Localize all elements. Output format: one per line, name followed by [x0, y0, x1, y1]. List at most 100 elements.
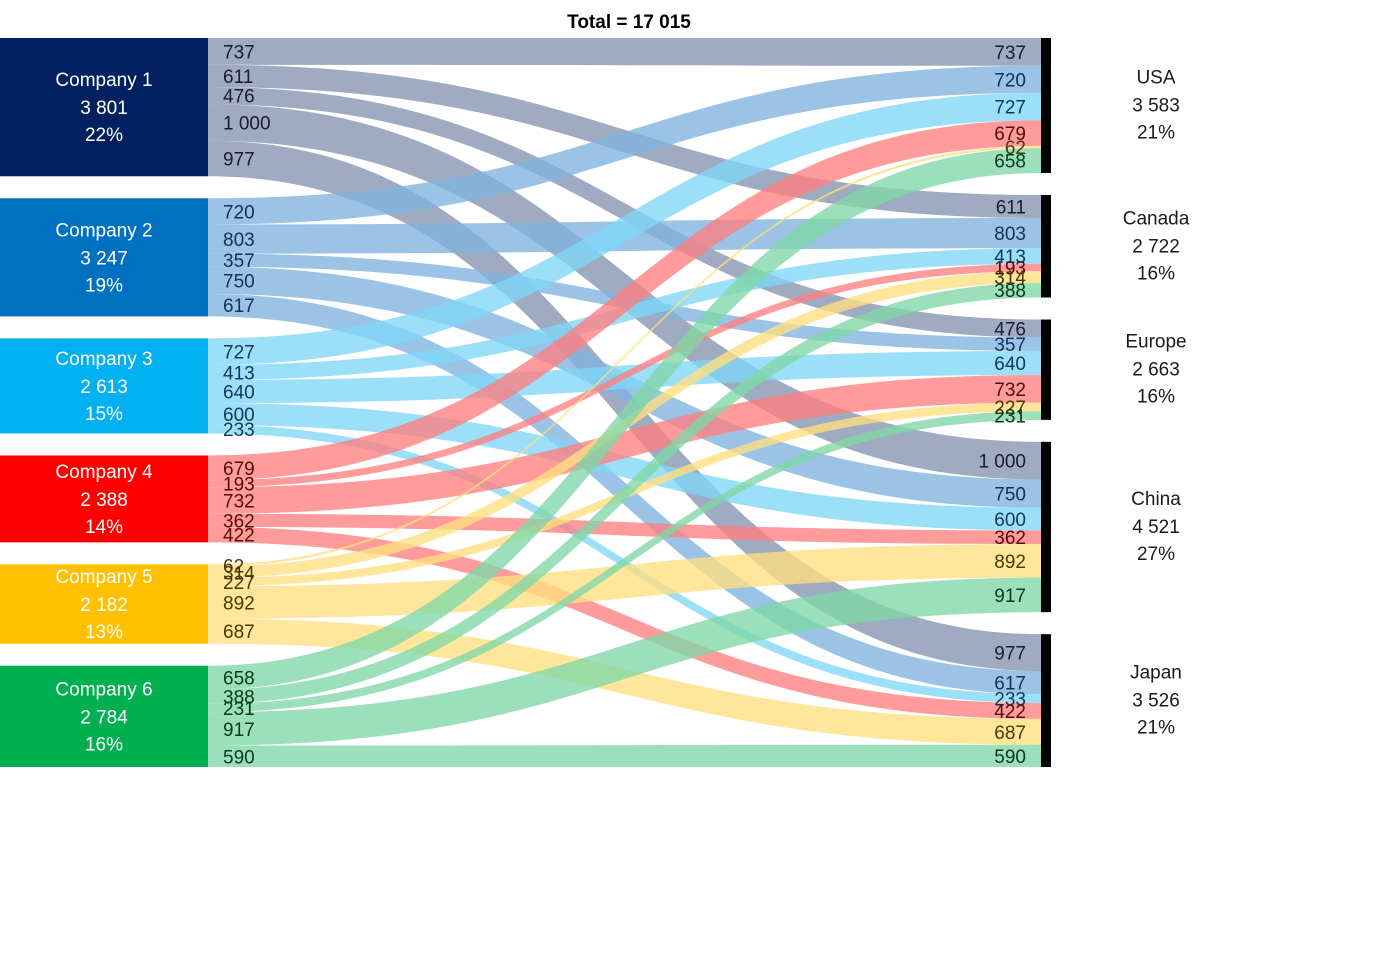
target-total: 3 583: [1132, 95, 1180, 116]
flow-value-label-left: 732: [223, 492, 255, 513]
flow-link-5-4: [208, 544, 1041, 619]
flow-value-label-left: 476: [223, 87, 255, 108]
flow-value-label-right: 977: [994, 644, 1026, 665]
flow-value-label-right: 658: [994, 152, 1026, 173]
target-nodes: USA 3 583 21% Canada 2 722 16% Europe 2 663 16% C…: [1041, 38, 1190, 767]
flow-value-label-right: 422: [994, 702, 1026, 723]
flow-value-label-left: 917: [223, 720, 255, 741]
flow-value-label-left: 193: [223, 475, 255, 496]
flow-value-label-left: 892: [223, 594, 255, 615]
flow-value-label-right: 62: [1005, 138, 1026, 159]
target-bar-4: [1041, 441, 1051, 613]
flow-value-label-left: 617: [223, 296, 255, 317]
flow-value-label-right: 687: [994, 723, 1026, 744]
flow-link-4-3: [208, 375, 1041, 514]
source-name: Company 2: [55, 220, 152, 241]
source-total: 3 247: [80, 248, 128, 269]
flow-value-label-right: 727: [994, 98, 1026, 119]
source-name: Company 4: [55, 462, 153, 483]
flow-value-label-right: 737: [994, 43, 1026, 64]
flow-value-label-right: 892: [994, 552, 1026, 573]
flow-link-4-5: [208, 526, 1041, 719]
flow-value-label-right: 917: [994, 586, 1026, 607]
flow-value-label-right: 476: [994, 319, 1026, 340]
flow-value-label-right: 720: [994, 70, 1026, 91]
flow-value-label-left: 679: [223, 459, 255, 480]
flow-value-label-right: 388: [994, 281, 1026, 302]
source-nodes: Company 1 3 801 22% Company 2 3 247 19% Compan…: [0, 38, 208, 767]
flow-value-label-left: 590: [223, 747, 255, 768]
source-node-2: [0, 198, 208, 317]
flow-value-label-right: 193: [994, 258, 1026, 279]
source-name: Company 5: [55, 567, 152, 588]
source-percent: 15%: [85, 404, 123, 425]
target-bar-5: [1041, 634, 1051, 767]
target-percent: 16%: [1137, 263, 1175, 284]
source-node-5: [0, 564, 208, 644]
flow-value-label-right: 362: [994, 528, 1026, 549]
flow-value-label-left: 803: [223, 230, 255, 251]
source-percent: 14%: [85, 517, 123, 538]
flow-value-label-left: 687: [223, 622, 255, 643]
flow-value-label-left: 357: [223, 251, 255, 272]
source-percent: 22%: [85, 125, 123, 146]
flow-link-6-5: [208, 744, 1041, 767]
flow-value-label-left: 640: [223, 383, 255, 404]
target-name: Canada: [1123, 208, 1190, 229]
flow-link-1-5: [208, 140, 1041, 671]
target-name: China: [1131, 489, 1181, 510]
flow-value-label-right: 231: [994, 406, 1026, 427]
flow-link-6-2: [208, 282, 1041, 704]
target-percent: 21%: [1137, 718, 1175, 739]
flow-link-6-3: [208, 411, 1041, 713]
target-name: Japan: [1130, 663, 1182, 684]
flow-value-label-right: 750: [994, 485, 1026, 506]
target-percent: 16%: [1137, 387, 1175, 408]
source-name: Company 6: [55, 679, 152, 700]
source-node-6: [0, 665, 208, 767]
source-total: 2 388: [80, 490, 128, 511]
chart-title: Total = 17 015: [567, 12, 691, 33]
source-node-3: [0, 338, 208, 434]
flow-value-label-left: 737: [223, 42, 255, 63]
target-total: 3 526: [1132, 691, 1180, 712]
target-total: 2 663: [1132, 360, 1180, 381]
source-total: 2 784: [80, 707, 128, 728]
flow-value-label-right: 617: [994, 674, 1026, 695]
flow-value-label-right: 233: [994, 690, 1026, 711]
flow-value-label-right: 1 000: [978, 452, 1026, 473]
source-total: 2 613: [80, 377, 128, 398]
flow-value-label-left: 413: [223, 363, 255, 384]
flow-value-label-left: 658: [223, 669, 255, 690]
source-total: 2 182: [80, 595, 128, 616]
flow-value-label-right: 732: [994, 380, 1026, 401]
flow-value-label-right: 227: [994, 398, 1026, 419]
flow-value-label-left: 600: [223, 405, 255, 426]
flow-link-3-1: [208, 92, 1041, 365]
flow-value-label-right: 679: [994, 124, 1026, 145]
target-percent: 27%: [1137, 544, 1175, 565]
source-node-1: [0, 38, 208, 177]
target-bar-3: [1041, 319, 1051, 420]
target-name: USA: [1136, 67, 1175, 88]
target-bar-1: [1041, 38, 1051, 173]
flow-link-6-4: [208, 577, 1041, 746]
flow-value-label-left: 233: [223, 420, 255, 441]
flow-value-label-right: 413: [994, 247, 1026, 268]
flow-value-label-left: 314: [223, 563, 255, 584]
flow-value-label-left: 727: [223, 343, 255, 364]
flow-value-label-left: 231: [223, 699, 255, 720]
flow-value-label-left: 362: [223, 511, 255, 532]
target-total: 2 722: [1132, 236, 1180, 257]
source-percent: 16%: [85, 734, 123, 755]
flow-value-label-left: 720: [223, 202, 255, 223]
flow-value-label-right: 314: [994, 268, 1026, 289]
flow-link-5-1: [208, 145, 1041, 567]
flow-value-label-left: 1 000: [223, 114, 271, 135]
flow-value-label-left: 977: [223, 150, 255, 171]
flow-link-2-1: [208, 65, 1041, 225]
flow-value-label-right: 640: [994, 354, 1026, 375]
flow-value-label-left: 422: [223, 526, 255, 547]
target-total: 4 521: [1132, 517, 1180, 538]
